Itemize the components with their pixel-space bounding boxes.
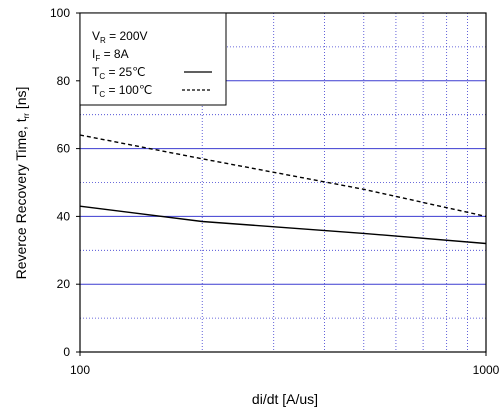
legend-line-if: IF = 8A [92, 47, 129, 63]
y-tick-label: 20 [57, 277, 71, 291]
legend: VR = 200V IF = 8A TC = 25℃ TC = 100℃ [79, 12, 227, 106]
y-tick-label: 80 [57, 74, 71, 88]
x-tick-label: 1000 [473, 363, 500, 377]
y-tick-label: 100 [50, 6, 70, 20]
y-tick-label: 0 [63, 345, 70, 359]
plot-frame [79, 12, 487, 353]
legend-line-vr: VR = 200V [92, 29, 148, 45]
series-line-tc100 [79, 134, 487, 218]
series-lines [79, 134, 487, 245]
x-axis-title: di/dt [A/us] [252, 391, 318, 407]
legend-line-tc100: TC = 100℃ [92, 83, 152, 99]
y-axis-title: Reverce Recovery Time, trr [ns] [13, 87, 31, 280]
axis-ticks: 0 20 40 60 80 100 100 1000 [50, 6, 500, 377]
legend-line-tc25: TC = 25℃ [92, 65, 146, 81]
y-tick-label: 40 [57, 209, 71, 223]
x-tick-label: 100 [70, 363, 90, 377]
y-tick-label: 60 [57, 142, 71, 156]
series-line-tc25 [79, 205, 487, 245]
legend-frame [79, 12, 227, 106]
